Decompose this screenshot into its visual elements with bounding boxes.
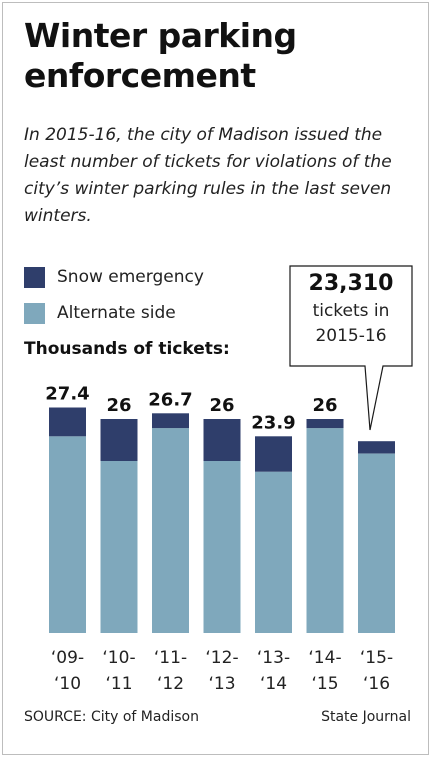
bar-alternate-side-3 bbox=[203, 461, 241, 633]
bar-alternate-side-4 bbox=[255, 471, 292, 633]
legend: Snow emergency Alternate side bbox=[24, 259, 204, 331]
bar-alternate-side-6 bbox=[358, 453, 395, 633]
callout-line-2: 2015-16 bbox=[315, 326, 387, 346]
source-note: SOURCE: City of Madison bbox=[24, 709, 199, 725]
bar-snow-emergency-5 bbox=[306, 419, 344, 429]
x-tick-label-1-1: ‘11 bbox=[105, 674, 132, 694]
x-tick-label-5-1: ‘15 bbox=[311, 674, 338, 694]
x-tick-label-4-0: ‘13- bbox=[257, 648, 290, 668]
x-tick-label-2-1: ‘12 bbox=[157, 674, 184, 694]
x-tick-label-1-0: ‘10- bbox=[102, 648, 135, 668]
graphic-frame bbox=[2, 2, 429, 755]
value-label-1: 26 bbox=[106, 395, 131, 416]
bar-snow-emergency-3 bbox=[203, 419, 241, 461]
callout-value: 23,310 bbox=[308, 271, 394, 296]
bar-alternate-side-5 bbox=[306, 428, 344, 633]
value-labels-group: 27.4 26 26.7 26 23.9 26 bbox=[45, 384, 337, 434]
bar-snow-emergency-2 bbox=[152, 413, 189, 429]
x-tick-label-5-0: ‘14- bbox=[308, 648, 341, 668]
x-tick-label-3-0: ‘12- bbox=[205, 648, 238, 668]
bar-alternate-side-2 bbox=[152, 428, 189, 633]
callout-line-1: tickets in bbox=[312, 301, 390, 321]
legend-label-alternate-side: Alternate side bbox=[57, 303, 176, 323]
x-tick-label-4-1: ‘14 bbox=[260, 674, 287, 694]
bar-alternate-side-0 bbox=[49, 436, 86, 633]
x-tick-label-0-0: ‘09- bbox=[51, 648, 84, 668]
legend-item-snow-emergency: Snow emergency bbox=[24, 259, 204, 295]
chart-subtitle: In 2015-16, the city of Madison issued t… bbox=[24, 125, 392, 226]
legend-label-snow-emergency: Snow emergency bbox=[57, 267, 204, 287]
legend-swatch-alternate-side bbox=[24, 302, 45, 324]
bar-alternate-side-1 bbox=[100, 461, 138, 633]
x-axis-labels-group: ‘09- ‘10 ‘10- ‘11 ‘11- ‘12 ‘12- ‘13 ‘13- ‘14 ‘14- ‘… bbox=[51, 648, 393, 694]
value-label-5: 26 bbox=[312, 395, 337, 416]
credit: State Journal bbox=[321, 709, 411, 725]
value-label-2: 26.7 bbox=[148, 389, 192, 410]
bar-snow-emergency-0 bbox=[49, 407, 86, 437]
value-label-4: 23.9 bbox=[251, 412, 295, 433]
chart-title: Winter parking enforcement bbox=[24, 16, 297, 95]
bar-snow-emergency-1 bbox=[100, 419, 138, 461]
x-tick-label-6-0: ‘15- bbox=[360, 648, 393, 668]
x-tick-label-3-1: ‘13 bbox=[208, 674, 235, 694]
units-label: Thousands of tickets: bbox=[24, 339, 230, 359]
callout-outline bbox=[289, 265, 413, 431]
legend-swatch-snow-emergency bbox=[24, 266, 45, 288]
bar-snow-emergency-6 bbox=[358, 441, 395, 454]
x-tick-label-0-1: ‘10 bbox=[54, 674, 81, 694]
callout-text: 23,310 tickets in 2015-16 bbox=[292, 269, 410, 349]
bars-group bbox=[49, 407, 395, 633]
x-tick-label-6-1: ‘16 bbox=[363, 674, 390, 694]
legend-item-alternate-side: Alternate side bbox=[24, 295, 204, 331]
value-label-0: 27.4 bbox=[45, 384, 89, 405]
bar-snow-emergency-4 bbox=[255, 436, 292, 472]
x-tick-label-2-0: ‘11- bbox=[154, 648, 187, 668]
value-label-3: 26 bbox=[209, 395, 234, 416]
